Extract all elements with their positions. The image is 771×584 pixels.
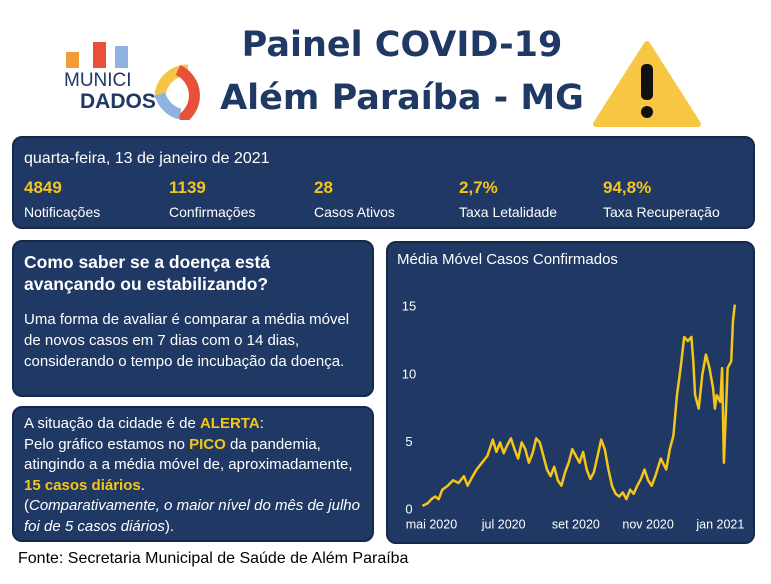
situation-segment: . [140, 476, 145, 494]
stat-label: Confirmações [169, 204, 256, 220]
situation-segment: ALERTA [199, 415, 260, 432]
x-tick-label: jul 2020 [481, 517, 526, 531]
stat-label: Taxa Recuperação [603, 204, 720, 220]
logo-arc [175, 64, 200, 120]
situation-segment: ). [164, 517, 175, 535]
stat-value: 4849 [24, 178, 62, 197]
logo-arc [154, 92, 182, 120]
warning-mark [641, 64, 653, 100]
stat-label: Notificações [24, 204, 101, 220]
situation-segment: ( [24, 497, 29, 514]
stat-label: Casos Ativos [314, 204, 395, 220]
y-tick-label: 10 [402, 366, 416, 381]
chart-title: Média Móvel Casos Confirmados [397, 251, 618, 268]
line-series [421, 304, 737, 508]
stat: 28 Casos Ativos [314, 178, 395, 220]
logo-text: DADOS [80, 90, 156, 113]
stat-value: 2,7% [459, 178, 498, 197]
logo-text: MUNICI [64, 70, 132, 91]
chart-panel: Média Móvel Casos Confirmados 0 5 10 15 mai … [386, 241, 755, 544]
y-tick-label: 5 [405, 434, 412, 449]
explain-heading: Como saber se a doença está avançando ou… [24, 252, 271, 294]
y-tick-label: 0 [405, 501, 412, 516]
logo-bar [115, 46, 128, 68]
explain-panel: Como saber se a doença está avançando ou… [12, 240, 374, 397]
stat: 4849 Notificações [24, 178, 100, 220]
stat: 1139 Confirmações [169, 178, 255, 220]
x-tick-label: nov 2020 [622, 517, 673, 531]
y-tick-label: 15 [402, 299, 416, 314]
stat: 2,7% Taxa Letalidade [459, 178, 557, 220]
stat-value: 94,8% [603, 178, 652, 197]
logo-bar [93, 42, 106, 68]
warning-dot [641, 106, 653, 118]
situation-segment: 15 casos diários [24, 476, 141, 494]
stat: 94,8% Taxa Recuperação [603, 178, 720, 220]
situation-segment: Comparativamente, o maior nível do mês d… [24, 497, 360, 535]
stat-value: 1139 [169, 178, 206, 197]
summary-panel: quarta-feira, 13 de janeiro de 2021 4849… [12, 136, 755, 229]
situation-panel: A situação da cidade é de ALERTA: Pelo gr… [12, 406, 374, 542]
date: quarta-feira, 13 de janeiro de 2021 [24, 150, 270, 167]
title: Painel COVID-19 [241, 25, 563, 65]
situation-text: A situação da cidade é de ALERTA: Pelo gr… [24, 414, 369, 537]
x-tick-label: set 2020 [552, 517, 600, 531]
situation-segment: da pandemia, atingindo a a média móvel d… [24, 435, 353, 474]
title: Além Paraíba - MG [220, 78, 584, 118]
chart: Média Móvel Casos Confirmados 0 5 10 15 mai … [397, 251, 744, 531]
logo: MUNICI DADOS [64, 42, 200, 120]
situation-segment: PICO [189, 435, 226, 453]
stat-label: Taxa Letalidade [459, 204, 558, 220]
situation-segment: A situação da cidade é de [24, 415, 200, 432]
situation-segment: Pelo gráfico estamos no [24, 435, 190, 453]
situation-segment: : [259, 415, 264, 432]
x-tick-label: jan 2021 [695, 517, 744, 531]
x-tick-label: mai 2020 [406, 517, 457, 531]
warning-icon [593, 41, 701, 127]
explain-body: Uma forma de avaliar é comparar a média … [24, 311, 350, 370]
logo-bar [66, 52, 79, 68]
stat-value: 28 [314, 178, 333, 197]
footer-source: Fonte: Secretaria Municipal de Saúde de … [18, 550, 409, 567]
